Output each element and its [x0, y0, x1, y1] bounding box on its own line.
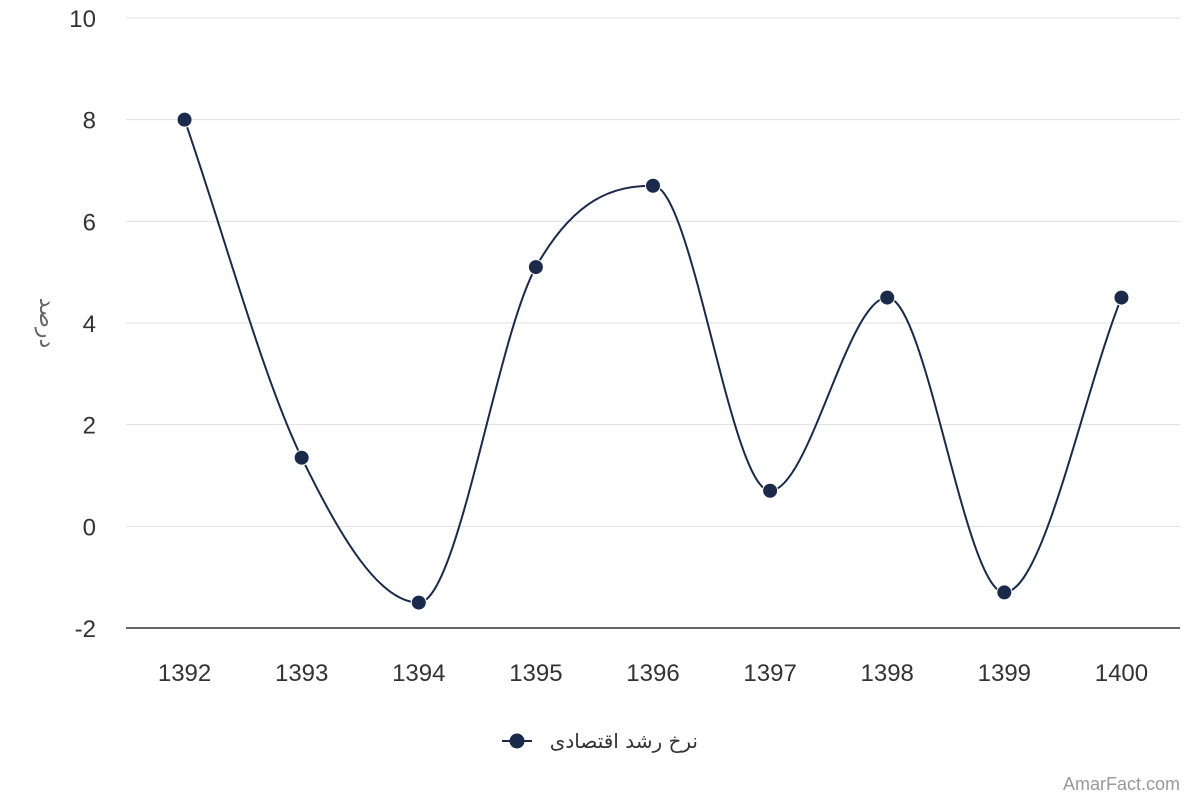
x-tick-label: 1396	[626, 660, 679, 687]
x-tick-label: 1395	[509, 660, 562, 687]
y-tick-label: 4	[83, 311, 96, 338]
x-tick-label: 1397	[743, 660, 796, 687]
y-tick-label: 10	[69, 6, 96, 33]
y-tick-label: 6	[83, 209, 96, 236]
x-tick-label: 1394	[392, 660, 445, 687]
x-tick-label: 1399	[978, 660, 1031, 687]
data-point[interactable]	[1113, 289, 1130, 306]
series-line	[183, 119, 1123, 604]
data-point[interactable]	[645, 177, 661, 194]
data-point[interactable]	[527, 259, 544, 276]
y-axis-label: درصد	[34, 298, 59, 349]
y-tick-label: 2	[83, 413, 96, 440]
legend-label: نرخ رشد اقتصادی	[550, 729, 698, 753]
x-axis-ticks: 1392 1393 1394 1395 1396 1397 1398 1399 1400	[158, 660, 1148, 687]
x-tick-label: 1392	[158, 660, 211, 687]
x-tick-label: 1393	[275, 660, 328, 687]
data-point[interactable]	[176, 111, 193, 128]
x-tick-label: 1400	[1095, 660, 1148, 687]
y-tick-label: 8	[83, 108, 96, 135]
data-point[interactable]	[293, 449, 310, 466]
y-tick-label: -2	[75, 616, 96, 643]
data-point[interactable]	[996, 584, 1013, 601]
grid	[126, 17, 1180, 527]
legend[interactable]: نرخ رشد اقتصادی	[502, 729, 698, 753]
legend-marker	[509, 733, 525, 749]
series	[176, 111, 1130, 611]
y-axis-ticks: -2 0 2 4 6 8 10	[69, 6, 96, 643]
data-point[interactable]	[762, 482, 779, 499]
x-tick-label: 1398	[861, 660, 914, 687]
y-tick-label: 0	[83, 514, 96, 541]
data-point[interactable]	[879, 289, 896, 306]
credit-text[interactable]: AmarFact.com	[1063, 774, 1180, 794]
data-point[interactable]	[410, 594, 427, 611]
